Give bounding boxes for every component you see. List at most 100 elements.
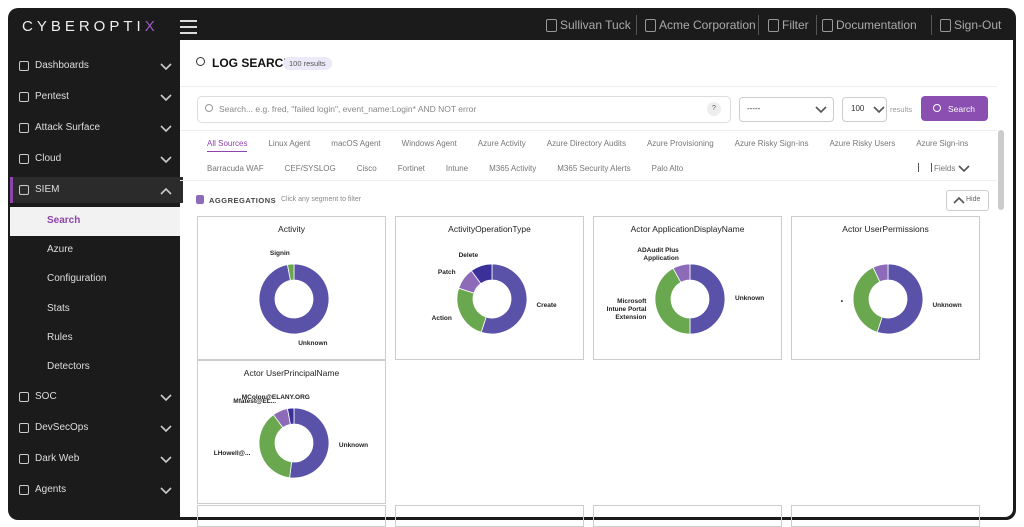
source-select[interactable] (739, 97, 834, 122)
donut-segment (480, 263, 528, 335)
segment-label[interactable]: MColon@ELANY.ORG (241, 394, 310, 402)
source-tab[interactable]: Intune (445, 164, 469, 173)
chevron (953, 196, 965, 204)
source-tab[interactable]: macOS Agent (331, 139, 381, 148)
segment-label[interactable]: Patch (437, 268, 456, 276)
chevron (958, 165, 970, 173)
sidebar-icon (19, 61, 29, 71)
source-tab[interactable]: Azure Directory Audits (546, 139, 626, 148)
source-tab[interactable]: Azure Sign-ins (916, 139, 969, 148)
chevron-line (160, 125, 172, 133)
topbar-separator (636, 15, 637, 35)
source-tab[interactable]: Fortinet (397, 164, 425, 173)
tabs-divider (180, 130, 997, 131)
source-tab[interactable]: Barracuda WAF (207, 164, 264, 173)
segment-label[interactable]: Unknown (735, 295, 765, 302)
segment-label[interactable]: Mfatest@EL... (233, 397, 277, 405)
sidebar-subitem[interactable]: Search (47, 215, 81, 226)
segment-label[interactable]: Microsoft Intune Portal Extension (606, 298, 647, 322)
segment-label[interactable]: ADAudit Plus Application (637, 247, 679, 263)
search-button[interactable] (921, 96, 988, 121)
sidebar-item[interactable]: SIEM (35, 184, 60, 195)
limit-select[interactable] (842, 97, 887, 122)
sidebar-icon (19, 185, 29, 195)
source-tab[interactable]: Windows Agent (401, 139, 457, 148)
limit-value: 100 (851, 104, 865, 113)
source-tab[interactable]: Cisco (356, 164, 377, 173)
segment-label[interactable]: Create (536, 302, 557, 310)
tab-row: Barracuda WAF CEF/SYSLOG Cisco Fortinet Intu… (207, 164, 683, 173)
segment-label[interactable]: Unknown (338, 441, 369, 449)
donut-segment (872, 263, 889, 283)
source-tab[interactable]: CEF/SYSLOG (284, 164, 336, 173)
topbar-org[interactable]: Acme Corporation (659, 18, 756, 32)
help-button[interactable]: ? (707, 102, 721, 116)
source-tab[interactable]: Palo Alto (651, 164, 684, 173)
source-tab[interactable]: Azure Provisioning (646, 139, 714, 148)
segment-label[interactable]: Delete (458, 252, 479, 260)
sidebar-subitem[interactable]: Detectors (47, 361, 90, 372)
segment-label[interactable]: Unknown (298, 339, 328, 347)
sidebar-subitem[interactable]: Rules (47, 331, 73, 343)
card-title: Activity (278, 224, 305, 234)
chevron-line (160, 456, 172, 464)
sidebar-item[interactable]: DevSecOps (35, 422, 89, 433)
brand[interactable]: CYBEROPTIX (22, 18, 159, 35)
segment-label[interactable]: Signin (269, 250, 290, 258)
source-tab[interactable]: Azure Risky Users (829, 139, 896, 148)
chevron-line (160, 394, 172, 402)
segment-label[interactable]: Unknown (932, 302, 962, 310)
brand-text: CYBEROPTI (22, 18, 145, 35)
topbar-docs[interactable]: Documentation (836, 18, 917, 32)
chevron (160, 456, 172, 464)
topbar-icon (645, 19, 656, 32)
topbar-icon (940, 19, 951, 32)
topbar-icon (768, 19, 779, 32)
source-tab[interactable]: M365 Activity (489, 164, 537, 173)
source-tab[interactable]: Azure Activity (477, 139, 526, 148)
source-select-value: ----- (747, 104, 761, 113)
tabs-bottom-divider (180, 180, 997, 181)
sidebar-subitem[interactable]: Azure (47, 244, 74, 256)
chevron-line (953, 196, 965, 204)
chevron (160, 63, 172, 71)
source-tab[interactable]: Linux Agent (268, 139, 311, 148)
page-title: LOG SEARCH (212, 56, 293, 70)
chevron-line (873, 106, 885, 114)
search-icon (196, 57, 205, 66)
topbar-filter[interactable]: Filter (782, 18, 809, 32)
chevron-line (160, 187, 172, 195)
sidebar-icon (19, 485, 29, 495)
source-tab[interactable]: All Sources (207, 139, 248, 152)
sidebar-item[interactable]: Cloud (35, 153, 62, 164)
sidebar-item[interactable]: SOC (35, 391, 57, 402)
aggregation-card-partial (593, 505, 782, 527)
topbar-user[interactable]: Sullivan Tuck (560, 18, 631, 32)
source-tab[interactable]: Azure Risky Sign-ins (734, 139, 809, 148)
sidebar-item[interactable]: Dark Web (35, 453, 80, 464)
segment-label[interactable]: • (840, 297, 844, 305)
menu-toggle[interactable] (180, 20, 197, 34)
search-button-icon (933, 104, 941, 112)
fields-toggle[interactable]: Fields (934, 164, 956, 173)
topbar-signout[interactable]: Sign-Out (954, 18, 1002, 32)
search-input[interactable] (197, 96, 731, 123)
segment-label[interactable]: Action (431, 315, 452, 323)
sidebar-item[interactable]: Attack Surface (35, 122, 101, 133)
scrollbar[interactable] (998, 130, 1004, 210)
hide-button[interactable] (946, 190, 989, 211)
sidebar-subitem[interactable]: Stats (47, 302, 70, 314)
sidebar-subitem[interactable]: Configuration (47, 273, 107, 285)
aggregations-hint: Click any segment to filter (281, 196, 362, 203)
aggregation-card-partial (395, 505, 584, 527)
donut-segment (654, 267, 691, 335)
segment-label[interactable]: LHowell@... (213, 450, 251, 458)
aggregation-card-partial (791, 505, 980, 527)
sidebar-item[interactable]: Pentest (35, 91, 69, 102)
sidebar-item[interactable]: Agents (35, 484, 67, 495)
header-divider (180, 86, 997, 87)
source-tab[interactable]: M365 Security Alerts (557, 164, 631, 173)
sidebar-icon (19, 454, 29, 464)
sidebar-item[interactable]: Dashboards (35, 60, 89, 71)
chevron (873, 106, 885, 114)
